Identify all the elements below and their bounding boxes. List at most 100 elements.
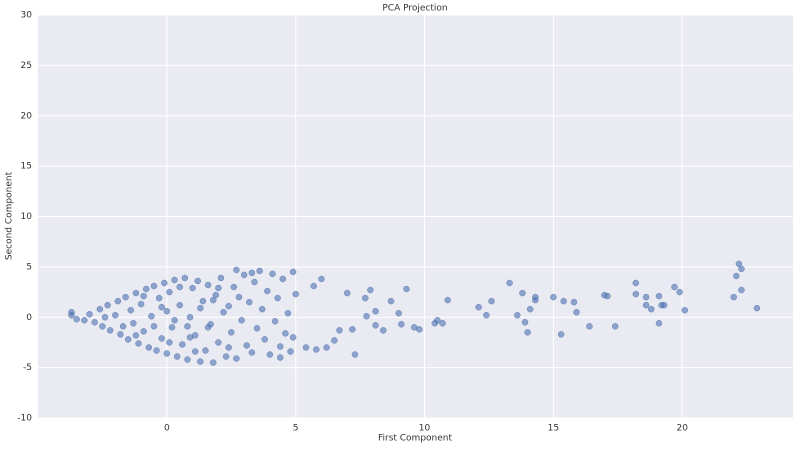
point (86, 310, 93, 318)
point (519, 289, 526, 297)
point (217, 274, 225, 282)
point (179, 341, 186, 348)
point (117, 331, 124, 338)
y-tick-label: 5 (26, 262, 32, 272)
point (212, 291, 220, 299)
point (604, 292, 611, 300)
point (114, 297, 122, 305)
y-tick-label: 25 (21, 61, 32, 71)
point (163, 307, 171, 315)
point (287, 348, 294, 355)
point (233, 266, 240, 274)
point (570, 298, 578, 306)
point (655, 320, 663, 327)
point (135, 340, 142, 347)
point (91, 319, 98, 326)
point (318, 275, 325, 283)
point (132, 332, 140, 339)
point (431, 320, 439, 327)
point (168, 324, 176, 331)
point (642, 293, 650, 301)
point (142, 285, 150, 293)
point (276, 354, 284, 361)
point (336, 327, 343, 334)
x-axis-label: First Component (378, 434, 453, 444)
point (738, 286, 745, 294)
point (137, 300, 145, 308)
point (488, 297, 495, 305)
point (132, 289, 140, 297)
point (258, 305, 266, 313)
point (243, 342, 250, 349)
point (233, 355, 240, 362)
point (284, 309, 292, 317)
point (246, 298, 253, 306)
x-tick-label: 5 (293, 424, 299, 434)
point (521, 319, 529, 326)
point (444, 296, 451, 304)
y-tick-label: -5 (23, 363, 32, 373)
point (398, 321, 405, 328)
x-tick-label: 10 (419, 424, 431, 434)
point (248, 269, 256, 277)
point (349, 326, 356, 333)
point (176, 283, 183, 291)
x-tick-label: 15 (548, 424, 559, 434)
point (343, 289, 351, 297)
point (228, 329, 235, 336)
point (197, 358, 204, 365)
point (331, 337, 338, 344)
point (106, 327, 114, 334)
point (186, 314, 194, 321)
point (671, 283, 678, 291)
y-tick-label: 10 (21, 212, 33, 222)
point (310, 282, 317, 290)
point (532, 296, 539, 304)
point (124, 336, 132, 343)
point (514, 311, 521, 319)
point (655, 292, 663, 300)
point (506, 279, 513, 287)
point (191, 348, 199, 355)
point (215, 284, 222, 292)
point (550, 293, 557, 301)
point (256, 267, 263, 275)
point (209, 359, 217, 366)
point (524, 329, 531, 336)
point (261, 336, 269, 343)
point (271, 318, 279, 325)
point (475, 303, 482, 311)
point (362, 294, 369, 302)
point (194, 277, 202, 285)
point (184, 323, 191, 330)
point (733, 272, 740, 280)
point (560, 297, 567, 305)
point (186, 334, 194, 341)
point (526, 305, 534, 313)
point (199, 297, 207, 305)
point (282, 330, 289, 337)
point (235, 293, 243, 301)
point (586, 323, 593, 330)
point (302, 344, 310, 351)
point (145, 344, 153, 351)
point (372, 322, 379, 329)
point (274, 294, 281, 302)
point (184, 356, 191, 363)
point (251, 278, 258, 286)
point (372, 307, 379, 315)
point (439, 320, 446, 327)
point (276, 343, 284, 350)
point (204, 324, 212, 331)
point (289, 268, 297, 276)
point (189, 284, 196, 292)
point (222, 353, 230, 360)
point (73, 316, 80, 323)
point (163, 350, 171, 357)
point (681, 306, 689, 314)
point (395, 309, 403, 317)
point (158, 303, 165, 311)
point (153, 347, 160, 354)
point (96, 305, 104, 313)
